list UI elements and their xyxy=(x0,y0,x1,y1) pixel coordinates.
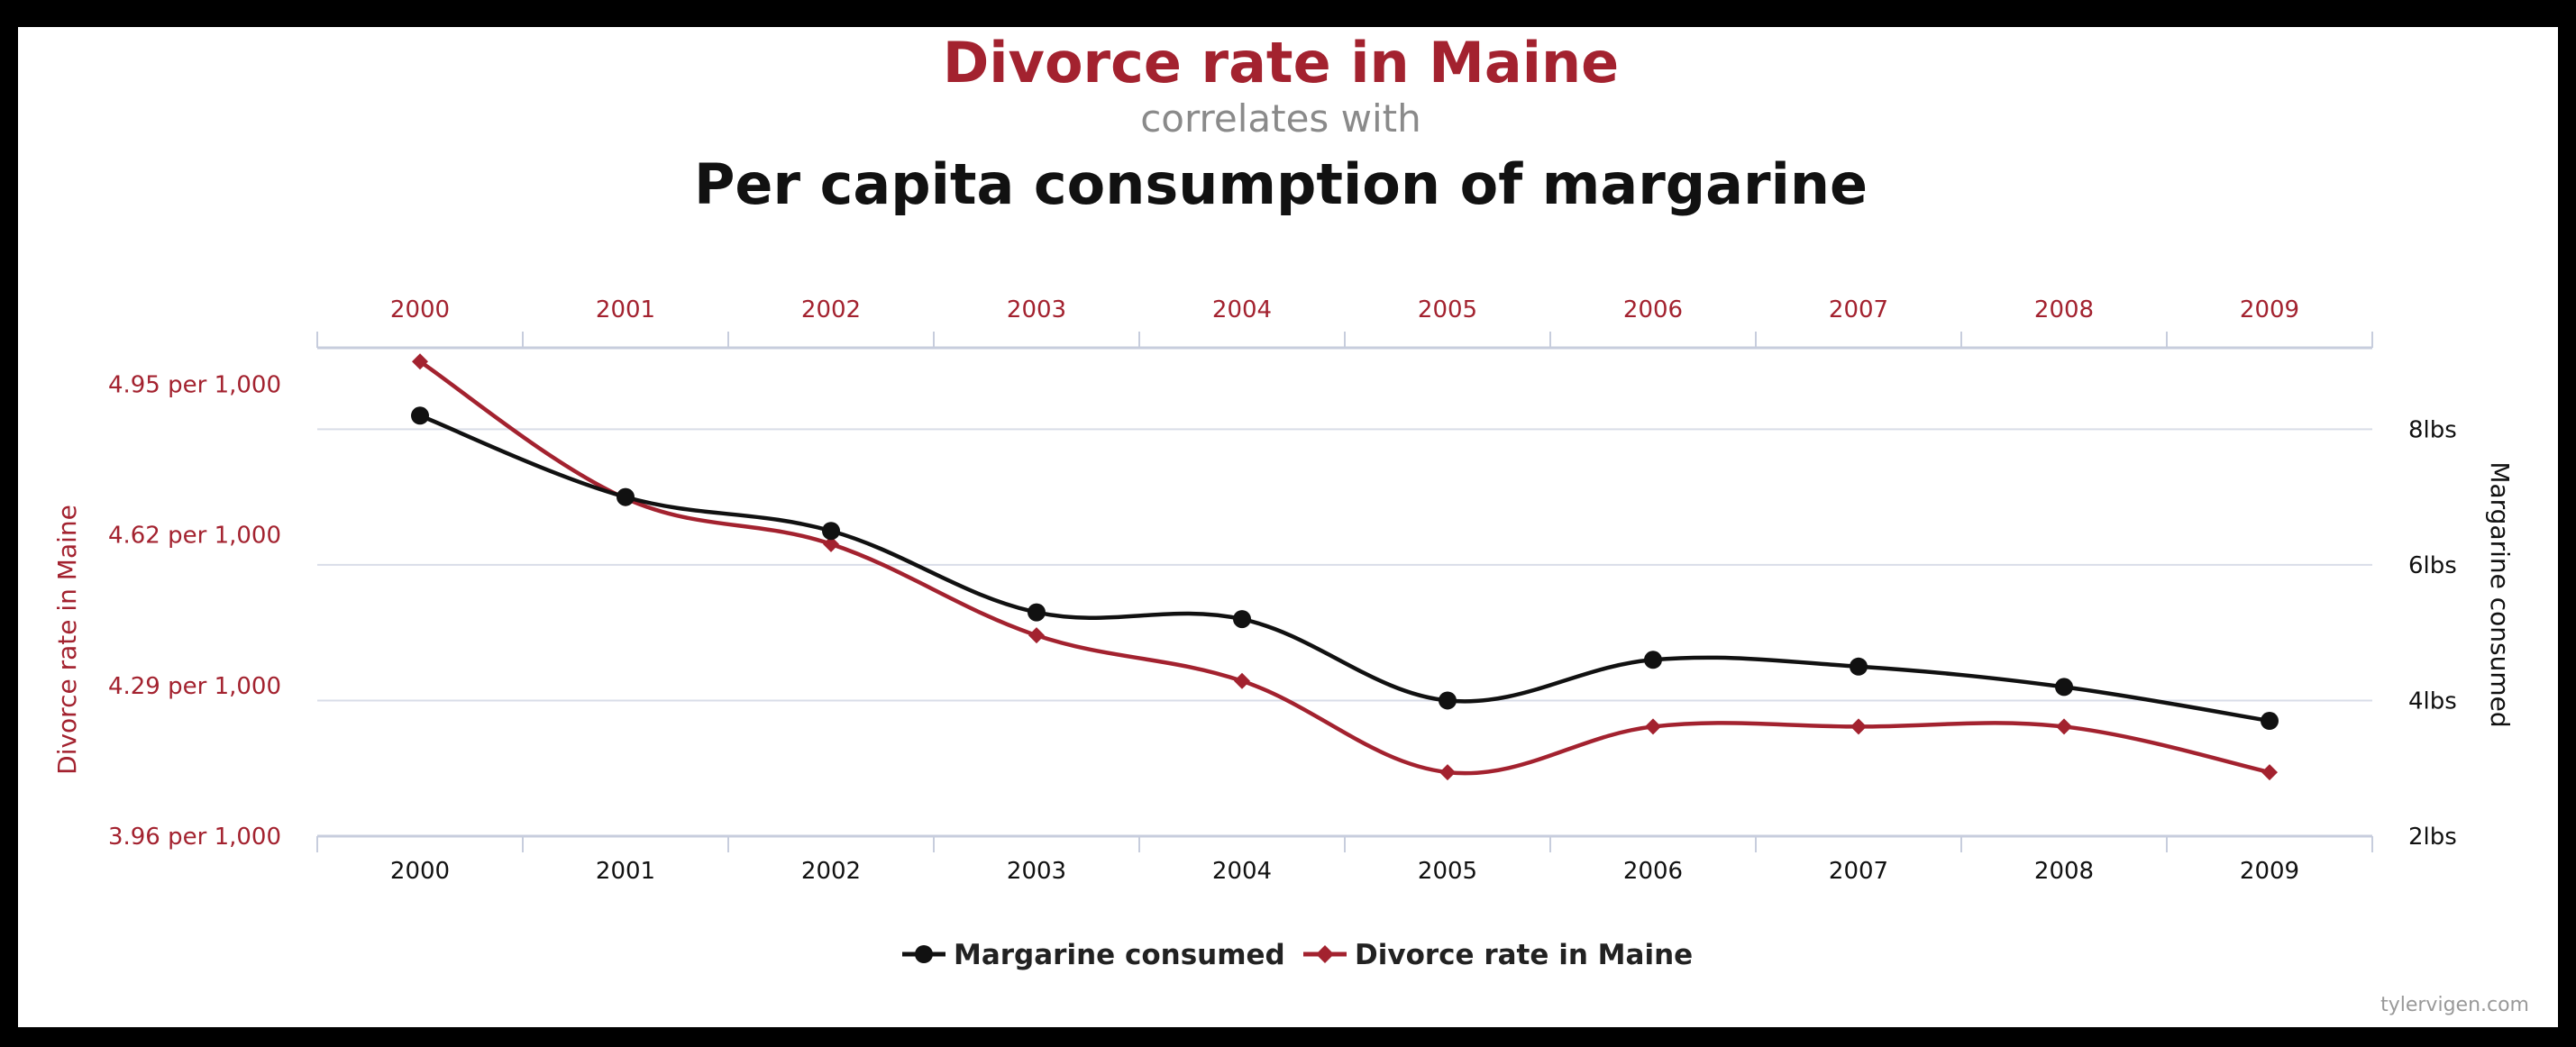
right-tick-label: 6lbs xyxy=(2408,552,2457,579)
bottom-x-tick-label: 2009 xyxy=(2240,858,2299,885)
bottom-x-tick-label: 2005 xyxy=(1418,858,1477,885)
top-x-tick-label: 2005 xyxy=(1418,296,1477,323)
source-credit: tylervigen.com xyxy=(2380,994,2529,1016)
data-point-divorce xyxy=(1439,764,1456,781)
data-point-margarine xyxy=(2055,678,2073,696)
series-line-divorce xyxy=(418,360,2270,776)
series xyxy=(411,353,2279,781)
data-point-margarine xyxy=(1644,651,1662,669)
top-x-tick-label: 2009 xyxy=(2240,296,2299,323)
top-x-tick-label: 2008 xyxy=(2034,296,2094,323)
data-point-divorce xyxy=(1234,672,1250,689)
data-point-divorce xyxy=(1645,718,1661,735)
data-point-divorce xyxy=(1850,718,1867,735)
bottom-x-tick-label: 2008 xyxy=(2034,858,2094,885)
right-tick-label: 8lbs xyxy=(2408,416,2457,443)
data-point-divorce xyxy=(1028,627,1045,644)
chart-second-title: Per capita consumption of margarine xyxy=(694,151,1868,217)
bottom-x-tick-label: 2003 xyxy=(1007,858,1066,885)
chart-background xyxy=(18,27,2558,1027)
data-point-margarine xyxy=(2261,712,2279,731)
left-tick-label: 4.95 per 1,000 xyxy=(108,372,281,399)
left-axis-title: Divorce rate in Maine xyxy=(52,505,82,775)
left-tick-label: 4.29 per 1,000 xyxy=(108,673,281,700)
bottom-x-tick-label: 2006 xyxy=(1623,858,1683,885)
legend-margarine-label: Margarine consumed xyxy=(954,939,1285,971)
top-x-tick-label: 2002 xyxy=(801,296,861,323)
data-point-divorce xyxy=(2261,764,2278,781)
left-tick-label: 3.96 per 1,000 xyxy=(108,824,281,851)
data-point-margarine xyxy=(411,406,429,425)
legend: Margarine consumed Divorce rate in Maine xyxy=(902,939,1693,971)
top-x-tick-label: 2004 xyxy=(1212,296,1272,323)
data-point-divorce xyxy=(823,535,839,552)
top-x-tick-label: 2001 xyxy=(596,296,655,323)
right-tick-label: 4lbs xyxy=(2408,687,2457,715)
chart-title: Divorce rate in Maine xyxy=(943,30,1619,96)
data-point-margarine xyxy=(822,522,840,541)
data-point-margarine xyxy=(617,487,635,506)
right-tick-label: 2lbs xyxy=(2408,824,2457,851)
data-point-margarine xyxy=(1439,691,1457,710)
data-point-margarine xyxy=(1850,657,1868,676)
series-line-margarine xyxy=(419,414,2270,724)
bottom-x-tick-label: 2000 xyxy=(390,858,450,885)
bottom-x-tick-label: 2001 xyxy=(596,858,655,885)
left-tick-label: 4.62 per 1,000 xyxy=(108,523,281,550)
bottom-x-tick-label: 2002 xyxy=(801,858,861,885)
grid xyxy=(317,428,2372,702)
legend-divorce-marker xyxy=(1316,945,1334,963)
data-point-divorce xyxy=(2056,718,2072,735)
legend-divorce-label: Divorce rate in Maine xyxy=(1355,939,1693,971)
top-x-tick-label: 2007 xyxy=(1829,296,1888,323)
top-x-tick-label: 2000 xyxy=(390,296,450,323)
chart-subtitle: correlates with xyxy=(1140,96,1421,141)
legend-margarine-marker xyxy=(915,945,933,963)
bottom-x-tick-label: 2004 xyxy=(1212,858,1272,885)
data-point-divorce xyxy=(412,353,428,370)
data-point-margarine xyxy=(1028,603,1046,622)
data-point-margarine xyxy=(1233,610,1251,629)
right-axis-title: Margarine consumed xyxy=(2485,461,2515,727)
bottom-x-tick-label: 2007 xyxy=(1829,858,1888,885)
top-x-tick-label: 2006 xyxy=(1623,296,1683,323)
top-x-tick-label: 2003 xyxy=(1007,296,1066,323)
axes: 8lbs 6lbs 4lbs 2lbs 4.95 per 1,000 4.62 per 1… xyxy=(108,296,2457,885)
